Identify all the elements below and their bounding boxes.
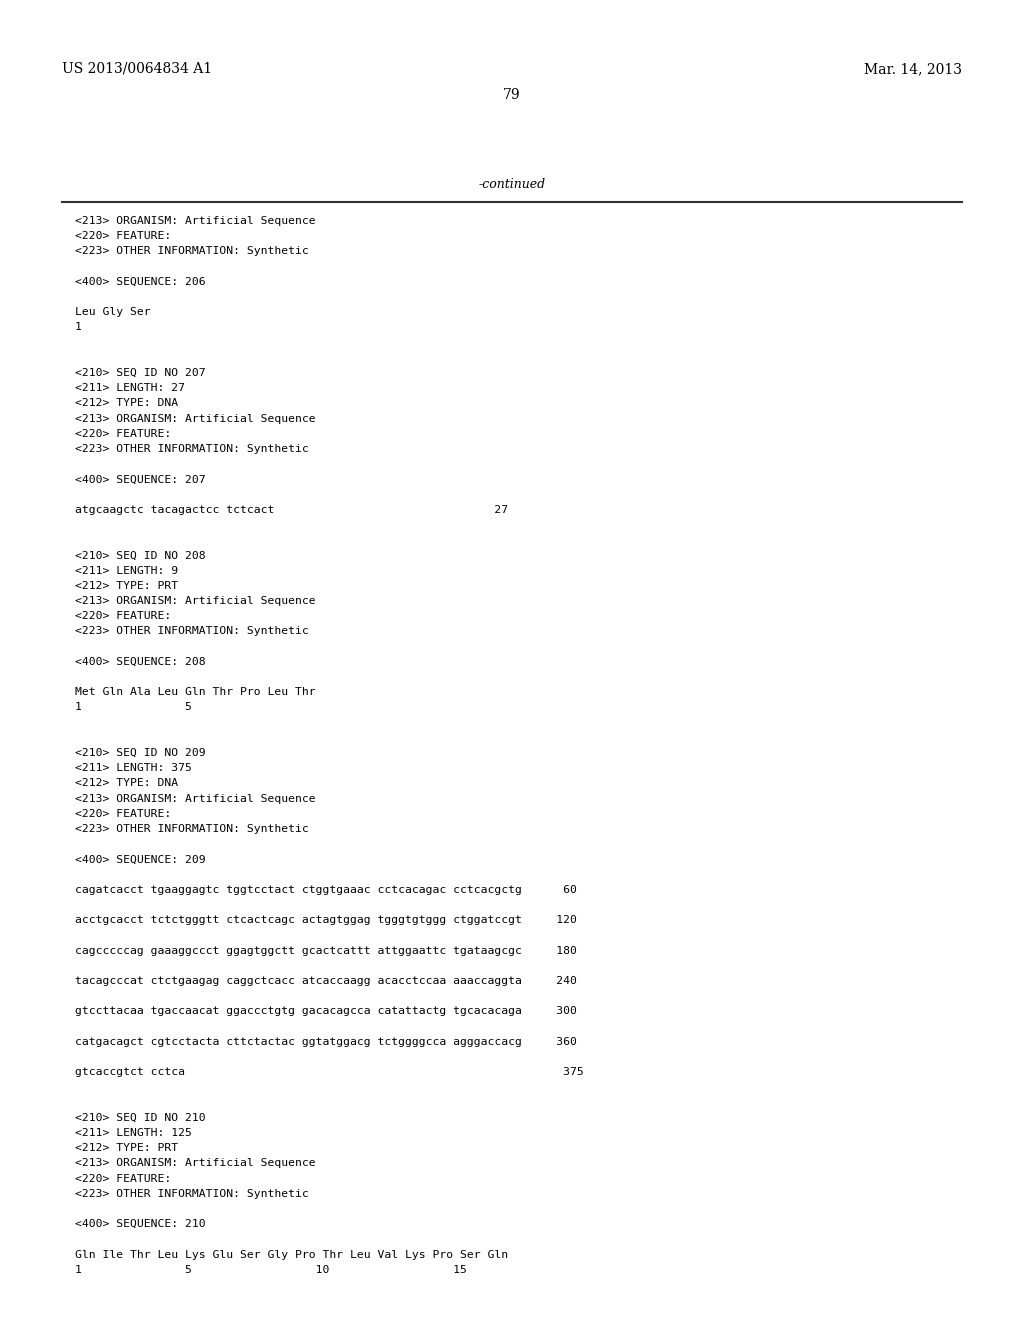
Text: <210> SEQ ID NO 209: <210> SEQ ID NO 209 (75, 748, 206, 758)
Text: <210> SEQ ID NO 208: <210> SEQ ID NO 208 (75, 550, 206, 561)
Text: <211> LENGTH: 9: <211> LENGTH: 9 (75, 565, 178, 576)
Text: <212> TYPE: DNA: <212> TYPE: DNA (75, 779, 178, 788)
Text: <220> FEATURE:: <220> FEATURE: (75, 611, 171, 622)
Text: <212> TYPE: PRT: <212> TYPE: PRT (75, 1143, 178, 1154)
Text: <210> SEQ ID NO 207: <210> SEQ ID NO 207 (75, 368, 206, 378)
Text: cagatcacct tgaaggagtc tggtcctact ctggtgaaac cctcacagac cctcacgctg      60: cagatcacct tgaaggagtc tggtcctact ctggtga… (75, 884, 577, 895)
Text: <213> ORGANISM: Artificial Sequence: <213> ORGANISM: Artificial Sequence (75, 793, 315, 804)
Text: <213> ORGANISM: Artificial Sequence: <213> ORGANISM: Artificial Sequence (75, 413, 315, 424)
Text: <223> OTHER INFORMATION: Synthetic: <223> OTHER INFORMATION: Synthetic (75, 444, 309, 454)
Text: <211> LENGTH: 27: <211> LENGTH: 27 (75, 383, 185, 393)
Text: <400> SEQUENCE: 207: <400> SEQUENCE: 207 (75, 474, 206, 484)
Text: <210> SEQ ID NO 210: <210> SEQ ID NO 210 (75, 1113, 206, 1123)
Text: gtcaccgtct cctca                                                       375: gtcaccgtct cctca 375 (75, 1067, 584, 1077)
Text: <213> ORGANISM: Artificial Sequence: <213> ORGANISM: Artificial Sequence (75, 1159, 315, 1168)
Text: <223> OTHER INFORMATION: Synthetic: <223> OTHER INFORMATION: Synthetic (75, 824, 309, 834)
Text: 79: 79 (503, 88, 521, 102)
Text: <400> SEQUENCE: 210: <400> SEQUENCE: 210 (75, 1220, 206, 1229)
Text: <223> OTHER INFORMATION: Synthetic: <223> OTHER INFORMATION: Synthetic (75, 627, 309, 636)
Text: <212> TYPE: PRT: <212> TYPE: PRT (75, 581, 178, 591)
Text: 1: 1 (75, 322, 82, 333)
Text: cagcccccag gaaaggccct ggagtggctt gcactcattt attggaattc tgataagcgc     180: cagcccccag gaaaggccct ggagtggctt gcactca… (75, 945, 577, 956)
Text: <213> ORGANISM: Artificial Sequence: <213> ORGANISM: Artificial Sequence (75, 597, 315, 606)
Text: tacagcccat ctctgaagag caggctcacc atcaccaagg acacctccaa aaaccaggta     240: tacagcccat ctctgaagag caggctcacc atcacca… (75, 975, 577, 986)
Text: catgacagct cgtcctacta cttctactac ggtatggacg tctggggcca agggaccacg     360: catgacagct cgtcctacta cttctactac ggtatgg… (75, 1036, 577, 1047)
Text: <223> OTHER INFORMATION: Synthetic: <223> OTHER INFORMATION: Synthetic (75, 1189, 309, 1199)
Text: Gln Ile Thr Leu Lys Glu Ser Gly Pro Thr Leu Val Lys Pro Ser Gln: Gln Ile Thr Leu Lys Glu Ser Gly Pro Thr … (75, 1250, 508, 1259)
Text: Leu Gly Ser: Leu Gly Ser (75, 308, 151, 317)
Text: <223> OTHER INFORMATION: Synthetic: <223> OTHER INFORMATION: Synthetic (75, 247, 309, 256)
Text: 1               5                  10                  15: 1 5 10 15 (75, 1265, 467, 1275)
Text: <220> FEATURE:: <220> FEATURE: (75, 1173, 171, 1184)
Text: 1               5: 1 5 (75, 702, 191, 713)
Text: <211> LENGTH: 125: <211> LENGTH: 125 (75, 1129, 191, 1138)
Text: <400> SEQUENCE: 208: <400> SEQUENCE: 208 (75, 657, 206, 667)
Text: Met Gln Ala Leu Gln Thr Pro Leu Thr: Met Gln Ala Leu Gln Thr Pro Leu Thr (75, 688, 315, 697)
Text: <220> FEATURE:: <220> FEATURE: (75, 809, 171, 818)
Text: -continued: -continued (478, 178, 546, 191)
Text: <400> SEQUENCE: 209: <400> SEQUENCE: 209 (75, 854, 206, 865)
Text: <213> ORGANISM: Artificial Sequence: <213> ORGANISM: Artificial Sequence (75, 216, 315, 226)
Text: <211> LENGTH: 375: <211> LENGTH: 375 (75, 763, 191, 774)
Text: <220> FEATURE:: <220> FEATURE: (75, 429, 171, 438)
Text: acctgcacct tctctgggtt ctcactcagc actagtggag tgggtgtggg ctggatccgt     120: acctgcacct tctctgggtt ctcactcagc actagtg… (75, 915, 577, 925)
Text: Mar. 14, 2013: Mar. 14, 2013 (864, 62, 962, 77)
Text: US 2013/0064834 A1: US 2013/0064834 A1 (62, 62, 212, 77)
Text: <212> TYPE: DNA: <212> TYPE: DNA (75, 399, 178, 408)
Text: atgcaagctc tacagactcc tctcact                                27: atgcaagctc tacagactcc tctcact 27 (75, 504, 508, 515)
Text: <220> FEATURE:: <220> FEATURE: (75, 231, 171, 242)
Text: gtccttacaa tgaccaacat ggaccctgtg gacacagcca catattactg tgcacacaga     300: gtccttacaa tgaccaacat ggaccctgtg gacacag… (75, 1006, 577, 1016)
Text: <400> SEQUENCE: 206: <400> SEQUENCE: 206 (75, 277, 206, 286)
